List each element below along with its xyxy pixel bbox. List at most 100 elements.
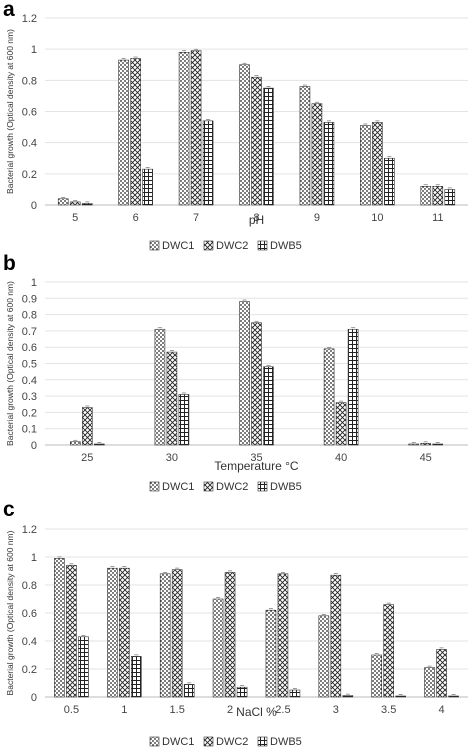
x-tick-label: 6 (133, 212, 139, 224)
y-axis-label: Bacterial growth (Optical density at 600… (5, 29, 15, 194)
legend-swatch-dwc1 (149, 736, 160, 747)
bar-dwc2 (190, 50, 202, 206)
y-tick-label: 1.2 (22, 524, 37, 536)
bar-dwb5 (444, 189, 456, 206)
y-tick-label: 0.8 (22, 310, 37, 322)
bar-dwc2 (277, 573, 289, 698)
bar-dwc2 (420, 443, 432, 446)
bar-dwc2 (130, 58, 141, 206)
legend-label-dwc2: DWC2 (216, 481, 248, 493)
x-tick-label: 40 (335, 452, 347, 464)
bar-dwc1 (239, 301, 250, 446)
legend-swatch-dwb5 (257, 481, 268, 492)
bar-dwc1 (159, 573, 171, 698)
x-tick-label: 1.5 (170, 704, 185, 716)
bar-dwb5 (432, 443, 444, 446)
x-tick-label: 9 (314, 212, 320, 224)
x-tick-label: 30 (166, 452, 178, 464)
y-tick-label: 0.4 (22, 375, 37, 387)
y-tick-label: 0 (31, 692, 37, 704)
bar-dwc2 (335, 402, 347, 446)
y-tick-label: 0.3 (22, 391, 37, 403)
legend-swatch-dwc2 (203, 240, 214, 251)
y-axis-label: Bacterial growth (Optical density at 600… (5, 530, 15, 695)
y-tick-label: 0.7 (22, 326, 37, 338)
bar-dwc1 (107, 567, 118, 698)
bar-dwc1 (318, 615, 330, 698)
bar-dwc1 (265, 609, 277, 698)
bar-dwc1 (323, 348, 335, 446)
y-tick-label: 1 (31, 552, 37, 564)
bar-dwb5 (142, 168, 153, 206)
y-tick-label: 0 (31, 200, 37, 212)
bar-dwc2 (251, 76, 262, 206)
x-tick-label: 3.5 (381, 704, 396, 716)
x-axis-label: NaCl % (236, 705, 277, 719)
y-tick-label: 0.5 (22, 359, 37, 371)
bar-dwc1 (420, 186, 432, 206)
x-tick-label: 4 (439, 704, 445, 716)
y-tick-label: 0.2 (22, 169, 37, 181)
bar-dwc1 (408, 443, 420, 446)
bar-dwc2 (82, 407, 93, 446)
x-tick-label: 0.5 (64, 704, 79, 716)
bar-dwb5 (323, 122, 335, 206)
y-tick-label: 0.4 (22, 636, 37, 648)
y-tick-label: 0.2 (22, 407, 37, 419)
x-tick-label: 1 (121, 704, 127, 716)
legend-label-dwc1: DWC1 (162, 736, 194, 748)
legend-swatch-dwc1 (149, 240, 160, 251)
y-tick-label: 0.6 (22, 608, 37, 620)
bar-dwc2 (69, 201, 81, 206)
x-tick-label: 3 (333, 704, 339, 716)
x-tick-label: 11 (432, 212, 443, 224)
legend-label-dwc2: DWC2 (216, 240, 248, 252)
legend-swatch-dwc2 (203, 736, 214, 747)
bar-dwb5 (178, 394, 190, 446)
bar-dwb5 (183, 684, 195, 698)
bar-dwc1 (54, 558, 65, 698)
y-axis-label: Bacterial growth (Optical density at 600… (5, 281, 15, 446)
bar-dwc2 (432, 186, 444, 206)
bar-dwc2 (372, 122, 383, 206)
bar-dwc2 (311, 103, 323, 206)
x-axis-label: pH (249, 213, 264, 227)
chart-panel-b: b 0 0.1 0.2 0.3 0.4 0.5 0.6 0.7 0.8 0.9 1 Bacterial … (3, 252, 468, 493)
x-tick-label: 35 (250, 452, 262, 464)
bar-dwb5 (78, 636, 89, 698)
bar-dwb5 (347, 328, 359, 446)
bar-dwc1 (371, 654, 382, 698)
y-tick-label: 0.1 (22, 424, 37, 436)
bar-dwc1 (70, 441, 81, 446)
y-tick-label: 1.2 (22, 13, 37, 25)
bar-dwb5 (81, 203, 93, 206)
legend-label-dwb5: DWB5 (270, 240, 302, 252)
y-tick-label: 0.6 (22, 342, 37, 354)
panel-label: a (3, 0, 15, 21)
bar-dwb5 (263, 87, 274, 206)
bar-dwb5 (289, 689, 301, 698)
x-tick-label: 2 (227, 704, 233, 716)
bar-dwc2 (330, 574, 342, 698)
bar-dwb5 (263, 366, 274, 446)
legend-label-dwb5: DWB5 (270, 481, 302, 493)
bar-dwc2 (436, 649, 447, 698)
x-axis-label: Temperature °C (214, 459, 298, 473)
chart-panel-a: a 0 0.2 0.4 0.6 0.8 1 1.2 Bacterial growth (Opti… (3, 0, 468, 252)
x-tick-label: 25 (81, 452, 93, 464)
x-tick-label: 7 (193, 212, 199, 224)
x-tick-label: 5 (72, 212, 78, 224)
legend-label-dwc1: DWC1 (162, 481, 194, 493)
bar-dwb5 (395, 695, 406, 698)
bar-dwc2 (66, 565, 77, 698)
y-tick-label: 1 (31, 277, 37, 289)
bar-dwb5 (384, 157, 395, 206)
bar-dwc2 (383, 604, 394, 698)
panel-label: b (3, 252, 16, 275)
bar-dwc2 (166, 351, 178, 446)
bar-dwb5 (202, 120, 214, 206)
x-tick-label: 45 (420, 452, 432, 464)
x-tick-label: 2.5 (275, 704, 290, 716)
bar-dwb5 (94, 443, 105, 446)
